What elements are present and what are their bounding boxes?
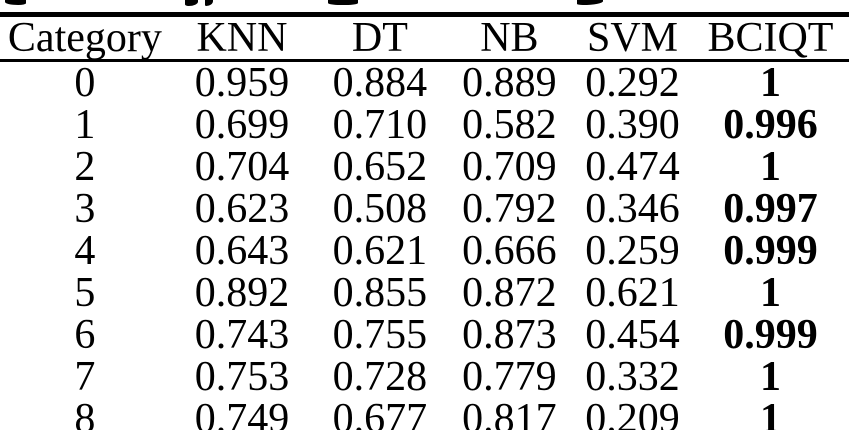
value-cell: 0.621: [332, 228, 428, 274]
category-cell: 4: [74, 228, 96, 274]
table-row: 7 0.753 0.728 0.779 0.332 1: [0, 356, 849, 398]
value-cell: 0.728: [332, 354, 428, 400]
value-cell: 0.884: [332, 60, 428, 106]
value-cell: 0.749: [194, 396, 290, 430]
value-cell: 0.677: [332, 396, 428, 430]
value-cell: 0.792: [462, 186, 557, 232]
category-cell: 1: [74, 102, 96, 148]
clipped-caption-fragment: [577, 0, 603, 5]
value-cell: 0.621: [585, 270, 680, 316]
category-cell: 8: [74, 396, 96, 430]
clipped-caption-fragment: [185, 0, 198, 6]
value-cell: 0.743: [194, 312, 290, 358]
category-cell: 6: [74, 312, 96, 358]
value-cell: 0.753: [194, 354, 290, 400]
value-cell: 0.390: [585, 102, 680, 148]
value-cell: 0.474: [585, 144, 680, 190]
value-cell: 0.292: [585, 60, 680, 106]
clipped-caption-fragment: [328, 0, 358, 5]
category-cell: 5: [74, 270, 96, 316]
value-cell: 0.709: [462, 144, 557, 190]
bciqt-value-cell: 1: [759, 396, 781, 430]
table-row: 5 0.892 0.855 0.872 0.621 1: [0, 272, 849, 314]
value-cell: 0.454: [585, 312, 680, 358]
column-header-bciqt: BCIQT: [707, 15, 834, 61]
value-cell: 0.779: [462, 354, 557, 400]
column-header-knn: KNN: [196, 15, 288, 61]
bciqt-value-cell: 0.997: [723, 186, 818, 232]
column-header-dt: DT: [351, 15, 408, 61]
value-cell: 0.666: [462, 228, 557, 274]
table-row: 0 0.959 0.884 0.889 0.292 1: [0, 61, 849, 105]
value-cell: 0.959: [194, 60, 290, 106]
bciqt-value-cell: 1: [759, 60, 781, 106]
column-header-svm: SVM: [586, 15, 679, 61]
value-cell: 0.704: [194, 144, 290, 190]
bciqt-value-cell: 0.999: [723, 228, 818, 274]
value-cell: 0.755: [332, 312, 428, 358]
bciqt-value-cell: 1: [759, 144, 781, 190]
value-cell: 0.332: [585, 354, 680, 400]
value-cell: 0.817: [462, 396, 557, 430]
clipped-caption-fragment: [5, 0, 26, 5]
bciqt-value-cell: 0.999: [723, 312, 818, 358]
table-row: 4 0.643 0.621 0.666 0.259 0.999: [0, 230, 849, 272]
value-cell: 0.855: [332, 270, 428, 316]
value-cell: 0.209: [585, 396, 680, 430]
bciqt-value-cell: 1: [759, 270, 781, 316]
table-row: 8 0.749 0.677 0.817 0.209 1: [0, 398, 849, 430]
category-cell: 2: [74, 144, 96, 190]
table-row: 2 0.704 0.652 0.709 0.474 1: [0, 146, 849, 188]
value-cell: 0.892: [194, 270, 290, 316]
value-cell: 0.623: [194, 186, 290, 232]
value-cell: 0.346: [585, 186, 680, 232]
column-header-category: Category: [7, 15, 162, 61]
category-cell: 7: [74, 354, 96, 400]
category-cell: 3: [74, 186, 96, 232]
bciqt-value-cell: 1: [759, 354, 781, 400]
table-body: 0 0.959 0.884 0.889 0.292 1 1 0.699 0.710 0.582 0.…: [0, 61, 849, 430]
table-row: 1 0.699 0.710 0.582 0.390 0.996: [0, 104, 849, 146]
clipped-caption-fragment: [205, 0, 213, 6]
value-cell: 0.872: [462, 270, 557, 316]
table-row: 6 0.743 0.755 0.873 0.454 0.999: [0, 314, 849, 356]
results-table: Category KNN DT NB SVM BCIQT 0 0.959 0.884 0.889…: [0, 12, 849, 430]
category-cell: 0: [74, 60, 96, 106]
table-row: 3 0.623 0.508 0.792 0.346 0.997: [0, 188, 849, 230]
value-cell: 0.873: [462, 312, 557, 358]
value-cell: 0.259: [585, 228, 680, 274]
value-cell: 0.699: [194, 102, 290, 148]
value-cell: 0.582: [462, 102, 557, 148]
value-cell: 0.508: [332, 186, 428, 232]
header-row: Category KNN DT NB SVM BCIQT: [0, 15, 849, 61]
value-cell: 0.889: [462, 60, 557, 106]
bciqt-value-cell: 0.996: [723, 102, 818, 148]
value-cell: 0.643: [194, 228, 290, 274]
value-cell: 0.710: [332, 102, 428, 148]
column-header-nb: NB: [480, 15, 539, 61]
value-cell: 0.652: [332, 144, 428, 190]
